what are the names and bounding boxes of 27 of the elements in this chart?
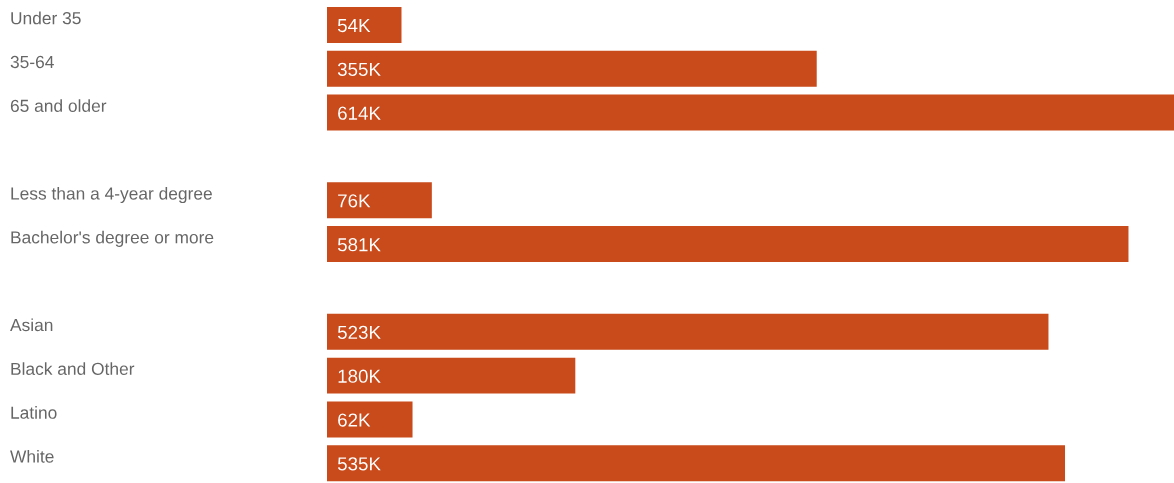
bar bbox=[327, 182, 432, 219]
bar bbox=[327, 94, 1174, 131]
bar bbox=[327, 357, 576, 394]
bar bbox=[327, 6, 402, 43]
y-tick-label: Under 35 bbox=[11, 11, 81, 25]
y-tick-label: 65 and older bbox=[10, 99, 107, 112]
bar bbox=[327, 50, 817, 87]
y-tick-label: 35-64 bbox=[10, 55, 54, 69]
data-label: 523K bbox=[337, 325, 381, 339]
data-label: 355K bbox=[337, 62, 381, 76]
y-tick-label: Black and Other bbox=[11, 362, 135, 375]
y-tick-label: White bbox=[10, 449, 54, 463]
bar bbox=[327, 401, 413, 438]
y-tick-label: Asian bbox=[10, 318, 53, 332]
data-label: 54K bbox=[337, 19, 371, 33]
bar bbox=[327, 226, 1129, 263]
bar bbox=[327, 445, 1066, 482]
y-tick-label: Less than a 4-year degree bbox=[11, 186, 212, 204]
data-label: 581K bbox=[337, 238, 381, 252]
data-label: 62K bbox=[338, 413, 371, 427]
y-tick-label: Bachelor's degree or more bbox=[11, 230, 214, 247]
data-label: 180K bbox=[338, 369, 381, 383]
y-tick-label: Latino bbox=[11, 406, 57, 419]
bar bbox=[327, 313, 1049, 350]
data-label: 535K bbox=[337, 457, 381, 471]
data-label: 614K bbox=[338, 106, 381, 120]
data-label: 76K bbox=[338, 194, 371, 208]
